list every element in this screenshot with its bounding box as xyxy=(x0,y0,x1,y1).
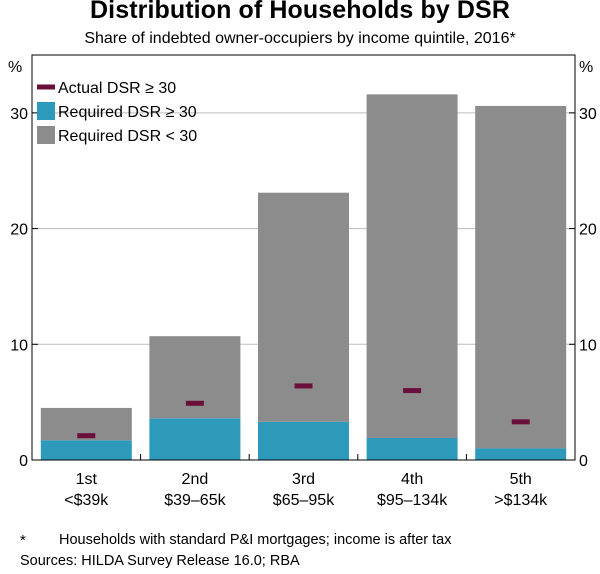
y-tick-label-right: 20 xyxy=(579,222,597,239)
y-tick-label-left: 30 xyxy=(10,106,28,123)
marker-actual-ge-30 xyxy=(511,419,530,425)
footnote-text: Households with standard P&I mortgages; … xyxy=(59,532,452,548)
x-tick-sublabel: <$39k xyxy=(64,492,109,509)
legend-swatch-required-ge-30 xyxy=(37,102,55,120)
legend-label: Actual DSR ≥ 30 xyxy=(58,80,176,97)
bar-required-ge-30 xyxy=(40,440,132,460)
x-tick-label: 5th xyxy=(510,471,532,488)
x-tick-label: 1st xyxy=(76,471,98,488)
bar-required-lt-30 xyxy=(149,336,241,419)
bar-required-ge-30 xyxy=(475,448,567,460)
actual-markers xyxy=(77,383,530,439)
legend-label: Required DSR ≥ 30 xyxy=(58,104,197,121)
y-tick-label-right: 0 xyxy=(579,453,588,470)
x-tick-label: 4th xyxy=(401,471,423,488)
x-tick-label: 2nd xyxy=(182,471,209,488)
axis-labels: 0 0 10 10 20 20 30 30% % 1st <$39k 2nd $39–65k 3rd $65… xyxy=(8,59,597,509)
bar-required-ge-30 xyxy=(366,438,458,460)
marker-actual-ge-30 xyxy=(77,433,96,439)
y-axis-unit-right: % xyxy=(579,59,593,76)
chart-title: Distribution of Households by DSR xyxy=(90,0,510,24)
bar-required-ge-30 xyxy=(149,418,241,460)
x-tick-label: 3rd xyxy=(292,471,315,488)
axis-ticks xyxy=(32,112,575,461)
y-tick-label-left: 0 xyxy=(19,453,28,470)
plot-frame xyxy=(31,54,576,461)
x-tick-sublabel: >$134k xyxy=(494,492,548,509)
y-axis-unit-left: % xyxy=(8,59,22,76)
y-tick-label-left: 20 xyxy=(10,222,28,239)
marker-actual-ge-30 xyxy=(294,383,313,389)
x-tick-sublabel: $65–95k xyxy=(273,492,335,509)
chart-subtitle: Share of indebted owner-occupiers by inc… xyxy=(84,30,516,47)
legend: Actual DSR ≥ 30 Required DSR ≥ 30 Required… xyxy=(37,80,197,145)
footnote-marker: * xyxy=(20,532,26,549)
y-tick-label-left: 10 xyxy=(10,337,28,354)
y-tick-label-right: 10 xyxy=(579,337,597,354)
bars xyxy=(40,94,567,460)
bar-required-ge-30 xyxy=(258,421,349,460)
marker-actual-ge-30 xyxy=(185,400,204,406)
legend-label: Required DSR < 30 xyxy=(58,128,197,145)
legend-swatch-actual xyxy=(37,84,55,90)
y-tick-label-right: 30 xyxy=(579,106,597,123)
bar-required-lt-30 xyxy=(475,105,567,449)
legend-swatch-required-lt-30 xyxy=(37,126,55,144)
x-tick-sublabel: $39–65k xyxy=(164,492,226,509)
x-tick-sublabel: $95–134k xyxy=(377,492,448,509)
sources-text: Sources: HILDA Survey Release 16.0; RBA xyxy=(20,553,300,569)
bar-required-lt-30 xyxy=(366,94,458,439)
marker-actual-ge-30 xyxy=(403,388,422,394)
